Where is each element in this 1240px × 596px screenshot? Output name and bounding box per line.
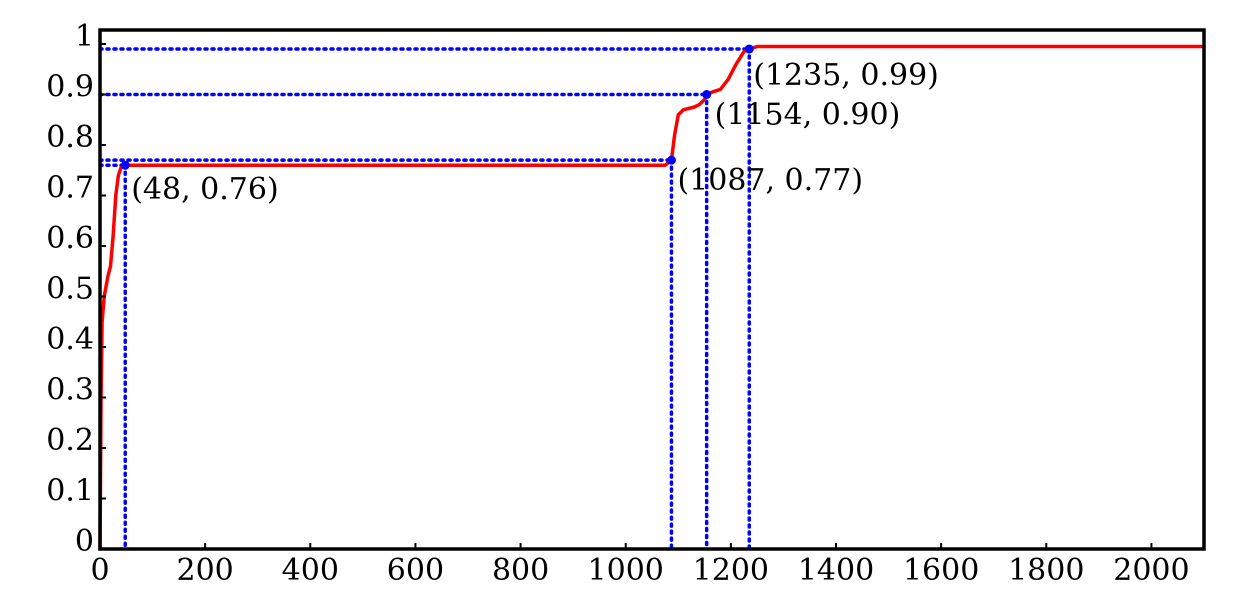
series-layer bbox=[98, 44, 1206, 551]
annotation-point-2 bbox=[702, 90, 712, 99]
x-tick-label-8: 1600 bbox=[903, 553, 979, 588]
x-tick-label-3: 600 bbox=[387, 553, 444, 588]
y-tick-label-2: 0.2 bbox=[46, 423, 94, 458]
annotation-point-3 bbox=[744, 44, 754, 54]
annotation-labels: (48, 0.76) (1087, 0.77) (1154, 0.90) (1235,… bbox=[131, 58, 939, 207]
y-tick-label-0: 0 bbox=[75, 524, 94, 559]
y-axis-ticks: 0 0.1 0.2 0.3 0.4 0.5 0.6 0.7 0.8 0.9 1 bbox=[46, 19, 106, 559]
y-tick-label-4: 0.4 bbox=[46, 322, 94, 357]
y-tick-label-9: 0.9 bbox=[46, 70, 94, 105]
y-tick-label-6: 0.6 bbox=[46, 221, 94, 256]
x-tick-label-7: 1400 bbox=[798, 553, 874, 588]
annotation-point-1 bbox=[666, 155, 676, 165]
series-line-0 bbox=[98, 44, 1206, 551]
plot-frame bbox=[98, 28, 1206, 551]
y-tick-label-1: 0.1 bbox=[46, 474, 94, 509]
annotation-label-3: (1235, 0.99) bbox=[753, 58, 939, 93]
annotation-point-0 bbox=[120, 160, 130, 170]
annotation-label-2: (1154, 0.90) bbox=[715, 98, 901, 133]
guide-lines bbox=[98, 47, 752, 551]
x-tick-label-1: 200 bbox=[177, 553, 234, 588]
y-tick-label-8: 0.8 bbox=[46, 120, 94, 155]
x-tick-label-10: 2000 bbox=[1113, 553, 1189, 588]
x-tick-label-2: 400 bbox=[282, 553, 339, 588]
x-tick-label-5: 1000 bbox=[588, 553, 664, 588]
annotation-label-1: (1087, 0.77) bbox=[677, 163, 863, 198]
y-tick-label-3: 0.3 bbox=[46, 373, 94, 408]
annotation-points bbox=[120, 44, 754, 170]
y-tick-label-5: 0.5 bbox=[46, 272, 94, 307]
y-tick-label-7: 0.7 bbox=[46, 171, 94, 206]
x-axis-ticks: 0 200 400 600 800 1000 1200 1400 1600 1800 2000 bbox=[90, 543, 1190, 588]
annotation-label-0: (48, 0.76) bbox=[131, 172, 278, 207]
x-tick-label-9: 1800 bbox=[1008, 553, 1084, 588]
y-tick-label-10: 1 bbox=[75, 19, 94, 54]
x-tick-label-4: 800 bbox=[492, 553, 549, 588]
x-tick-label-6: 1200 bbox=[693, 553, 769, 588]
x-tick-label-0: 0 bbox=[90, 553, 109, 588]
